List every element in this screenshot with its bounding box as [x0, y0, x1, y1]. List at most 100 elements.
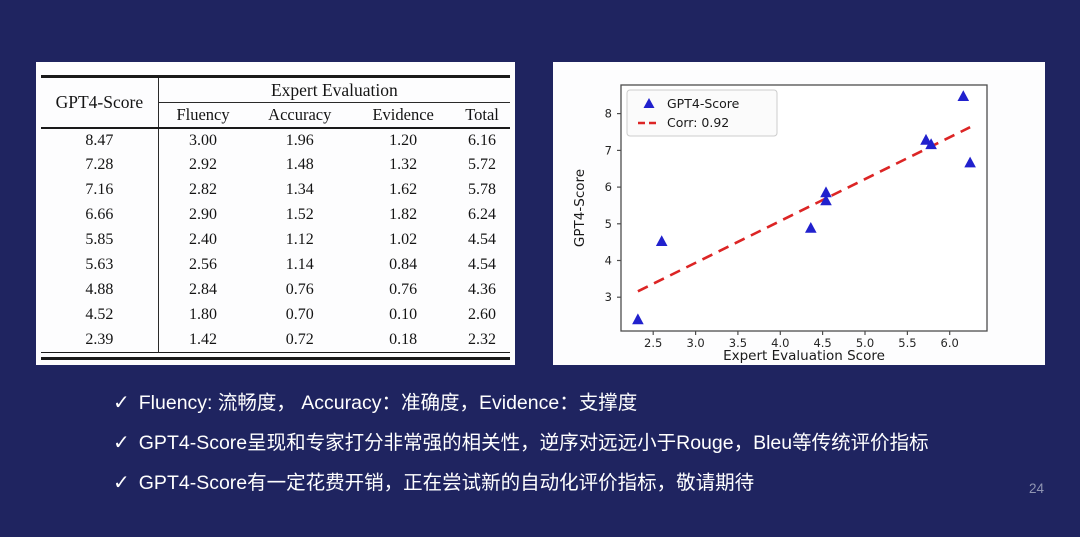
check-icon: ✓: [113, 392, 130, 414]
table-row: 7.16 2.82 1.34 1.62 5.78: [41, 177, 510, 203]
table-cell: 0.70: [285, 306, 314, 323]
table-cell: 1.12: [285, 231, 314, 248]
table-row: 2.39 1.42 0.72 0.18 2.32: [41, 327, 510, 353]
table-row: 8.47 3.00 1.96 1.20 6.16: [41, 127, 510, 153]
bullet-item: ✓ GPT4-Score呈现和专家打分非常强的相关性，逆序对远远小于Rouge，B…: [113, 423, 929, 463]
table-cell: 5.72: [468, 156, 497, 173]
svg-text:4: 4: [605, 254, 612, 268]
table-corner-header: GPT4-Score: [41, 76, 159, 129]
table-cell: 1.52: [285, 206, 314, 223]
table-cell: 1.02: [389, 231, 418, 248]
table-cell: 6.24: [468, 206, 497, 223]
x-axis-ticks: 2.5 3.0 3.5 4.0 4.5 5.0 5.5 6.0: [644, 331, 959, 350]
scatter-chart-panel: 2.5 3.0 3.5 4.0 4.5 5.0 5.5 6.0 3 4 5 6 7 8 Expert Eva…: [553, 62, 1045, 365]
table-cell: 5.63: [41, 252, 159, 278]
legend-label-scatter: GPT4-Score: [667, 96, 740, 111]
table-group-header: Expert Evaluation: [158, 76, 510, 103]
svg-text:4.5: 4.5: [813, 336, 831, 350]
table-cell: 3.00: [189, 131, 218, 149]
table-cell: 1.14: [285, 256, 314, 273]
table-cell: 4.54: [468, 256, 497, 273]
table-cell: 5.85: [41, 227, 159, 253]
table-row: 4.52 1.80 0.70 0.10 2.60: [41, 302, 510, 328]
table-cell: 2.39: [41, 327, 159, 353]
table-cell: 1.62: [389, 181, 418, 198]
table-cell: 2.90: [189, 206, 218, 223]
table-cell: 5.78: [468, 181, 497, 198]
table-cell: 2.56: [189, 256, 218, 273]
svg-text:6: 6: [605, 180, 612, 194]
bullet-text: Fluency: 流畅度， Accuracy：准确度，Evidence：支撑度: [138, 392, 638, 414]
table-cell: 6.16: [468, 131, 497, 149]
table-bottom-rule: [41, 357, 510, 360]
scatter-chart: 2.5 3.0 3.5 4.0 4.5 5.0 5.5 6.0 3 4 5 6 7 8 Expert Eva…: [572, 84, 988, 364]
y-axis-label: GPT4-Score: [572, 169, 588, 247]
table-cell: 1.42: [189, 330, 218, 348]
table-header-row: GPT4-Score Expert Evaluation: [41, 76, 510, 129]
table-cell: 6.66: [41, 202, 159, 228]
svg-text:3: 3: [605, 290, 612, 304]
table-cell: 1.96: [285, 131, 314, 149]
svg-text:7: 7: [605, 143, 612, 157]
x-axis-label: Expert Evaluation Score: [723, 348, 885, 364]
table-cell: 0.72: [285, 330, 314, 348]
table-cell: 0.84: [389, 256, 418, 273]
legend: GPT4-Score Corr: 0.92: [626, 89, 778, 137]
table-cell: 0.18: [389, 330, 418, 348]
bullet-list: ✓ Fluency: 流畅度， Accuracy：准确度，Evidence：支撑度…: [113, 383, 929, 503]
table-cell: 1.48: [285, 156, 314, 173]
check-icon: ✓: [113, 472, 130, 494]
table-cell: 0.76: [285, 281, 314, 298]
evaluation-table-panel: GPT4-Score Expert Evaluation Fluency Acc…: [36, 62, 515, 365]
bullet-item: ✓ GPT4-Score有一定花费开销，正在尝试新的自动化评价指标，敬请期待: [113, 463, 929, 503]
table-cell: 2.40: [189, 231, 218, 248]
table-subheader-total: Total: [454, 102, 510, 129]
bullet-text: GPT4-Score有一定花费开销，正在尝试新的自动化评价指标，敬请期待: [138, 472, 755, 494]
svg-text:4.0: 4.0: [771, 336, 789, 350]
table-subheader-accuracy: Accuracy: [247, 102, 353, 129]
table-cell: 2.84: [189, 281, 218, 298]
svg-text:5.0: 5.0: [856, 336, 874, 350]
legend-marker-icon: [643, 98, 655, 108]
table-row: 6.66 2.90 1.52 1.82 6.24: [41, 202, 510, 228]
legend-label-corr: Corr: 0.92: [667, 115, 729, 130]
table-cell: 4.88: [41, 277, 159, 303]
table-cell: 2.92: [189, 156, 218, 173]
table-cell: 0.76: [389, 281, 418, 298]
table-cell: 4.54: [468, 231, 497, 248]
svg-text:2.5: 2.5: [644, 336, 662, 350]
table-cell: 7.28: [41, 152, 159, 178]
trend-line: [637, 126, 971, 293]
svg-text:3.5: 3.5: [729, 336, 747, 350]
evaluation-table-body: 8.47 3.00 1.96 1.20 6.16 7.28 2.92 1.48 1.32 5.72…: [41, 127, 510, 353]
table-cell: 1.82: [389, 206, 418, 223]
y-axis-ticks: 3 4 5 6 7 8: [605, 107, 621, 304]
table-cell: 4.52: [41, 302, 159, 328]
bullet-item: ✓ Fluency: 流畅度， Accuracy：准确度，Evidence：支撑度: [113, 383, 929, 423]
page-number: 24: [1028, 481, 1044, 496]
svg-text:6.0: 6.0: [941, 336, 959, 350]
svg-text:5.5: 5.5: [898, 336, 916, 350]
table-cell: 7.16: [41, 177, 159, 203]
svg-text:8: 8: [605, 107, 612, 121]
table-row: 4.88 2.84 0.76 0.76 4.36: [41, 277, 510, 303]
table-subheader-row: Fluency Accuracy Evidence Total: [41, 102, 510, 129]
svg-text:5: 5: [605, 217, 612, 231]
table-cell: 1.20: [389, 131, 418, 149]
evaluation-table: GPT4-Score Expert Evaluation Fluency Acc…: [41, 75, 510, 353]
check-icon: ✓: [113, 432, 130, 454]
bullet-text: GPT4-Score呈现和专家打分非常强的相关性，逆序对远远小于Rouge，Bl…: [138, 432, 929, 454]
scatter-points: [632, 90, 976, 325]
table-row: 5.63 2.56 1.14 0.84 4.54: [41, 252, 510, 278]
table-subheader-evidence: Evidence: [352, 102, 455, 129]
table-row: 5.85 2.40 1.12 1.02 4.54: [41, 227, 510, 253]
table-cell: 1.34: [285, 181, 314, 198]
table-row: 7.28 2.92 1.48 1.32 5.72: [41, 152, 510, 178]
table-cell: 1.80: [189, 306, 218, 323]
svg-text:3.0: 3.0: [686, 336, 704, 350]
table-cell: 2.32: [468, 330, 497, 348]
table-cell: 1.32: [389, 156, 418, 173]
table-cell: 4.36: [468, 281, 497, 298]
table-cell: 0.10: [389, 306, 418, 323]
